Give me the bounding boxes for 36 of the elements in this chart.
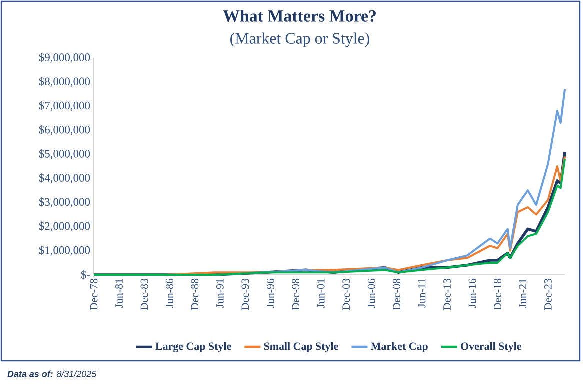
y-tick-label: $-	[81, 270, 90, 280]
x-tick-label: Jun-86	[166, 278, 174, 308]
x-tick-label: Dec-98	[292, 278, 300, 310]
x-tick-label: Dec-08	[393, 278, 400, 310]
x-tick-label: Dec-23	[544, 278, 552, 310]
y-tick-label: $5,000,000	[39, 149, 90, 160]
x-tick-label: Dec-93	[242, 278, 250, 310]
y-tick-label: $3,000,000	[39, 198, 90, 208]
x-tick-label: Jun-81	[116, 279, 123, 308]
x-tick-label: Jun-16	[468, 278, 476, 308]
y-tick-label: $2,000,000	[39, 222, 90, 232]
x-tick-label: Jun-96	[266, 278, 274, 308]
y-tick-label: $9,000,000	[39, 52, 90, 64]
y-tick-label: $7,000,000	[39, 101, 90, 112]
x-tick-label: Jun-06	[368, 278, 376, 308]
x-tick-label: Jun-21	[519, 279, 527, 308]
legend-label: Overall Style	[461, 342, 522, 352]
legend-label: Market Cap	[371, 342, 428, 352]
x-tick-label: Jun-91	[216, 279, 224, 308]
y-tick-label: $4,000,000	[39, 174, 90, 184]
chart-subtitle: (Market Cap or Style)	[230, 32, 370, 48]
x-tick-label: Dec-18	[494, 278, 502, 310]
x-tick-label: Dec-03	[342, 278, 350, 310]
legend-label: Large Cap Style	[156, 342, 232, 352]
legend-label: Small Cap Style	[264, 342, 338, 352]
y-tick-label: $6,000,000	[39, 125, 90, 136]
x-tick-label: Jun-01	[317, 279, 325, 308]
chart-title: What Matters More?	[223, 10, 376, 22]
x-tick-label: Dec-78	[90, 278, 98, 310]
x-tick-label: Dec-13	[444, 278, 451, 310]
x-tick-label: Dec-88	[191, 278, 199, 310]
x-tick-label: Dec-83	[140, 278, 148, 310]
y-tick-label: $1,000,000	[39, 246, 90, 256]
x-tick-label: Jun-11	[418, 279, 426, 308]
text: Data as of: 8/31/2025	[8, 370, 97, 378]
y-tick-label: $8,000,000	[39, 77, 90, 88]
